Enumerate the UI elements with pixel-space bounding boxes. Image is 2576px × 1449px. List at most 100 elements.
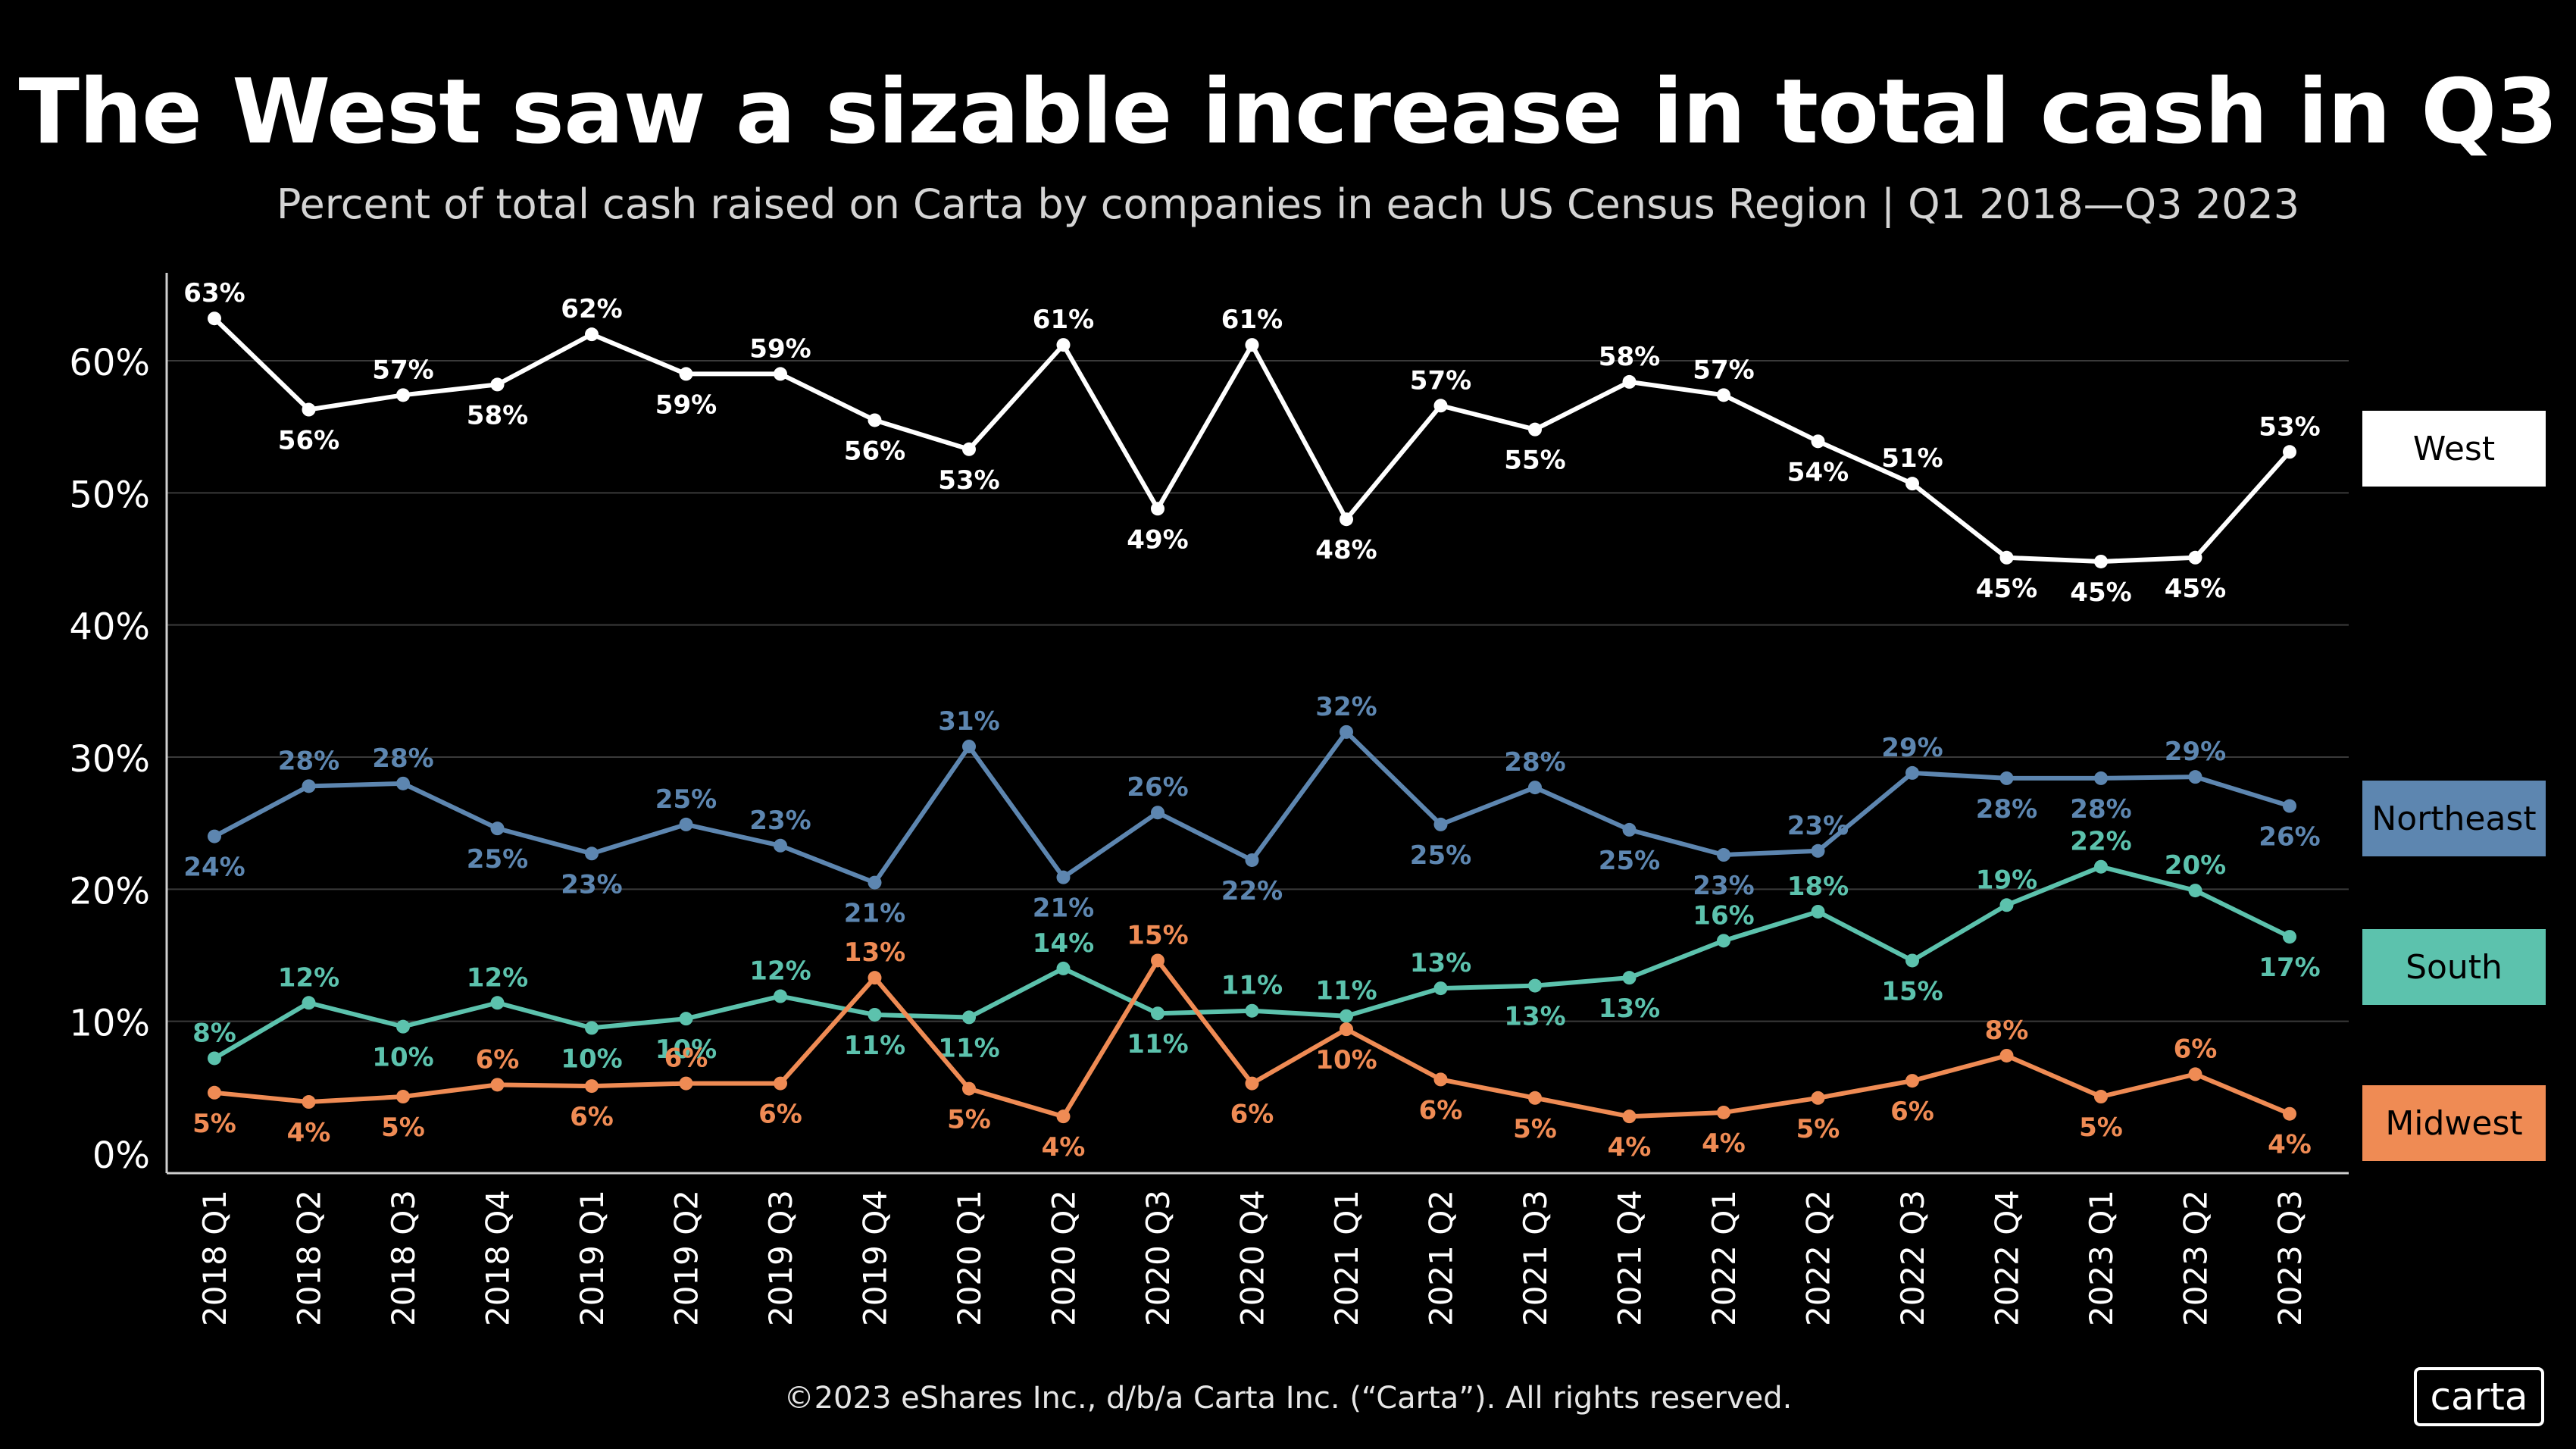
data-label-west-10: 49% <box>1127 524 1188 555</box>
data-label-midwest-8: 5% <box>947 1105 991 1135</box>
point-midwest-21 <box>2188 1067 2202 1081</box>
point-south-13 <box>1433 981 1448 996</box>
data-label-west-2: 57% <box>372 355 433 385</box>
series-midwest: 5% 4% 5%6%6%6%6%13%5%4%15%6%10%6%5%4% 4% 5%6… <box>192 920 2312 1163</box>
point-west-9 <box>1056 338 1071 352</box>
point-midwest-15 <box>1622 1109 1637 1124</box>
y-tick-label-60: 60% <box>69 342 150 384</box>
point-south-1 <box>302 996 316 1010</box>
point-south-12 <box>1340 1009 1353 1023</box>
point-south-11 <box>1245 1003 1259 1018</box>
point-west-14 <box>1528 422 1542 437</box>
x-tick-label-2022-q3: 2022 Q3 <box>1894 1190 1931 1326</box>
data-label-south-21: 20% <box>2165 850 2226 881</box>
data-label-west-13: 57% <box>1410 365 1471 396</box>
data-label-west-14: 55% <box>1504 446 1565 476</box>
y-tick-label-50: 50% <box>69 474 150 516</box>
data-label-west-4: 62% <box>561 294 622 324</box>
data-label-south-14: 13% <box>1504 1002 1565 1032</box>
point-northeast-18 <box>1905 765 1919 780</box>
data-label-west-19: 45% <box>1976 574 2037 604</box>
point-south-14 <box>1528 978 1542 993</box>
data-label-south-15: 13% <box>1599 994 1660 1024</box>
point-south-4 <box>585 1021 599 1035</box>
data-label-northeast-7: 21% <box>844 899 905 929</box>
point-northeast-8 <box>962 740 976 754</box>
legend-label-west: West <box>2412 429 2496 468</box>
data-label-northeast-12: 32% <box>1315 692 1377 722</box>
data-label-midwest-15: 4% <box>1608 1132 1652 1163</box>
data-label-midwest-2: 5% <box>381 1113 425 1143</box>
point-midwest-22 <box>2283 1106 2296 1121</box>
point-midwest-13 <box>1433 1072 1448 1087</box>
legend-midwest: Midwest <box>2362 1085 2546 1161</box>
x-tick-label-2018-q1: 2018 Q1 <box>196 1190 233 1326</box>
series-northeast: 24% 28% 28% 25% 23% 25% 23% 21% 31% 21% 26% 22% 32% 2… <box>183 692 2320 929</box>
point-northeast-4 <box>585 847 599 861</box>
point-northeast-20 <box>2094 771 2108 785</box>
point-northeast-3 <box>490 822 505 836</box>
gridlines <box>167 360 2349 1022</box>
data-label-midwest-18: 6% <box>1890 1097 1934 1127</box>
data-label-south-12: 11% <box>1315 976 1377 1006</box>
point-west-21 <box>2188 550 2202 565</box>
point-west-3 <box>490 377 505 392</box>
data-label-northeast-0: 24% <box>183 853 245 883</box>
data-label-midwest-4: 6% <box>570 1102 614 1132</box>
data-label-south-17: 18% <box>1787 872 1849 902</box>
x-tick-label-2021-q4: 2021 Q4 <box>1612 1190 1649 1326</box>
data-label-northeast-22: 26% <box>2259 822 2320 853</box>
legend-west: West <box>2362 411 2546 487</box>
point-northeast-14 <box>1528 781 1542 795</box>
data-label-midwest-11: 6% <box>1230 1100 1274 1130</box>
data-label-south-9: 14% <box>1033 928 1094 959</box>
data-label-south-5: 10% <box>655 1034 717 1065</box>
point-northeast-19 <box>1999 771 2014 785</box>
x-tick-label-2018-q3: 2018 Q3 <box>385 1190 422 1326</box>
point-west-2 <box>396 388 410 402</box>
data-label-northeast-8: 31% <box>938 706 999 737</box>
carta-logo-text: carta <box>2430 1375 2528 1419</box>
data-label-west-20: 45% <box>2070 577 2131 608</box>
point-west-11 <box>1245 338 1259 352</box>
data-label-west-3: 58% <box>467 400 528 430</box>
y-tick-label-30: 30% <box>69 738 150 781</box>
data-label-south-8: 11% <box>938 1033 999 1063</box>
point-northeast-6 <box>774 838 787 853</box>
data-label-northeast-6: 23% <box>749 806 811 836</box>
y-tick-label-40: 40% <box>69 606 150 649</box>
point-northeast-22 <box>2283 799 2296 813</box>
point-midwest-9 <box>1056 1109 1071 1124</box>
x-tick-label-2020-q4: 2020 Q4 <box>1234 1190 1271 1326</box>
series-lines: 63% 56% 57% 58% 62% 59% 59% 56% 53% 61% 49% 61% 48% 5… <box>183 278 2320 1163</box>
data-label-northeast-10: 26% <box>1127 772 1188 803</box>
point-west-1 <box>302 402 316 417</box>
x-tick-label-2022-q2: 2022 Q2 <box>1800 1190 1837 1326</box>
data-label-northeast-18: 29% <box>1881 733 1943 763</box>
point-west-7 <box>868 413 882 427</box>
data-label-west-6: 59% <box>749 333 811 364</box>
data-label-midwest-5: 6% <box>664 1044 708 1074</box>
x-tick-label-2019-q2: 2019 Q2 <box>668 1190 705 1326</box>
data-label-south-2: 10% <box>372 1043 433 1073</box>
point-northeast-10 <box>1151 806 1165 820</box>
legend-label-northeast: Northeast <box>2371 799 2537 838</box>
data-label-midwest-12: 10% <box>1315 1045 1377 1075</box>
point-northeast-11 <box>1245 853 1259 867</box>
data-label-northeast-16: 23% <box>1693 871 1754 901</box>
point-west-13 <box>1433 399 1448 413</box>
data-label-northeast-11: 22% <box>1221 876 1283 906</box>
data-label-west-8: 53% <box>938 465 999 496</box>
point-west-4 <box>585 327 599 342</box>
y-tick-label-0: 0% <box>92 1134 150 1177</box>
data-label-west-18: 51% <box>1881 443 1943 474</box>
data-label-west-5: 59% <box>655 390 717 420</box>
y-tick-label-10: 10% <box>69 1003 150 1045</box>
point-midwest-7 <box>868 971 882 985</box>
chart-title: The West saw a sizable increase in total… <box>18 59 2558 164</box>
point-northeast-7 <box>868 875 882 890</box>
point-west-15 <box>1622 374 1637 389</box>
carta-logo: carta <box>2414 1367 2544 1426</box>
legend-label-midwest: Midwest <box>2385 1103 2523 1143</box>
line-west <box>212 317 2292 564</box>
